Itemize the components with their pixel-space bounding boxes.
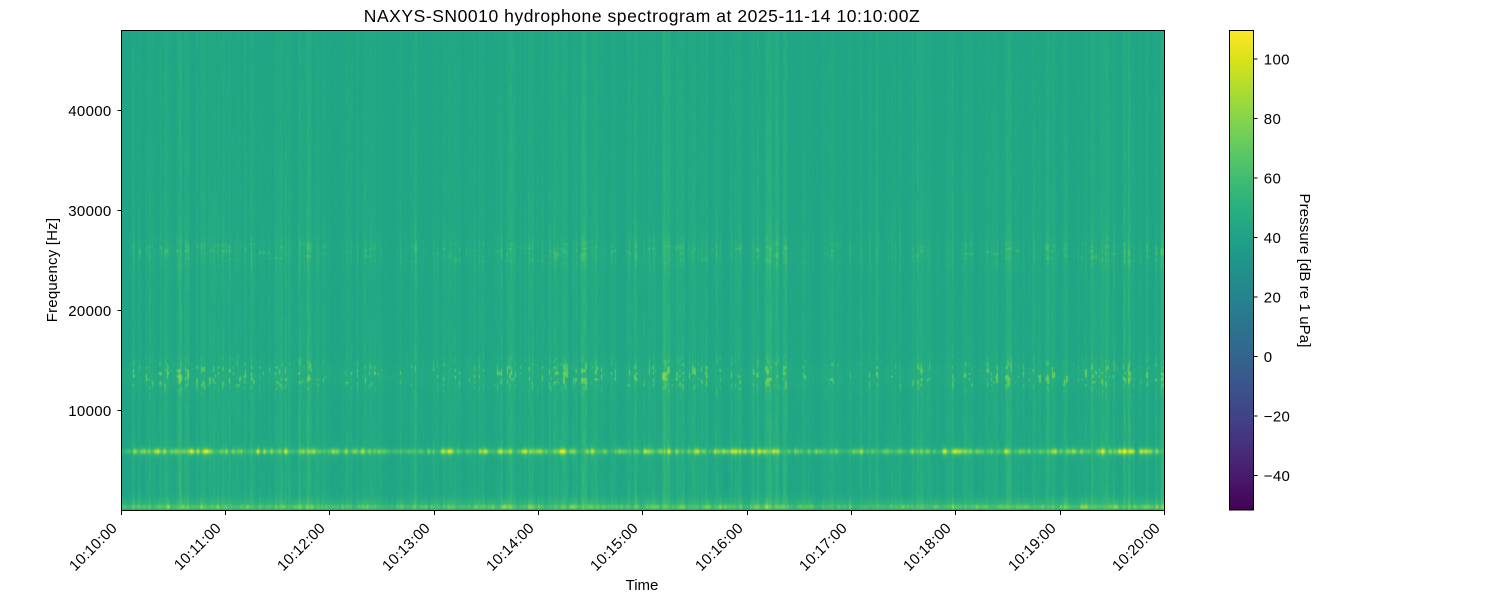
svg-text:20000: 20000 [68, 303, 111, 320]
svg-text:0: 0 [1264, 349, 1273, 366]
svg-text:10000: 10000 [68, 403, 111, 420]
svg-text:80: 80 [1264, 111, 1281, 128]
svg-text:NAXYS-SN0010 hydrophone spectr: NAXYS-SN0010 hydrophone spectrogram at 2… [364, 6, 920, 26]
svg-text:100: 100 [1264, 51, 1290, 68]
svg-text:10:19:00: 10:19:00 [1005, 520, 1060, 575]
svg-text:10:20:00: 10:20:00 [1109, 520, 1164, 575]
svg-text:60: 60 [1264, 170, 1281, 187]
svg-text:10:11:00: 10:11:00 [171, 520, 225, 574]
svg-text:10:18:00: 10:18:00 [900, 520, 955, 575]
svg-text:10:15:00: 10:15:00 [587, 520, 642, 575]
svg-text:10:13:00: 10:13:00 [379, 520, 434, 575]
svg-text:Frequency [Hz]: Frequency [Hz] [44, 218, 61, 323]
svg-text:10:14:00: 10:14:00 [483, 520, 538, 575]
svg-text:10:16:00: 10:16:00 [692, 520, 747, 575]
svg-text:20: 20 [1264, 289, 1281, 306]
svg-text:10:17:00: 10:17:00 [796, 520, 851, 575]
svg-text:Pressure [dB re 1 uPa]: Pressure [dB re 1 uPa] [1296, 194, 1313, 348]
svg-text:40000: 40000 [68, 103, 111, 120]
svg-text:−40: −40 [1264, 468, 1290, 485]
svg-text:−20: −20 [1264, 408, 1290, 425]
svg-text:Time: Time [626, 577, 659, 594]
svg-text:40: 40 [1264, 230, 1281, 247]
svg-text:10:12:00: 10:12:00 [274, 520, 329, 575]
svg-text:10:10:00: 10:10:00 [66, 520, 121, 575]
svg-text:30000: 30000 [68, 203, 111, 220]
